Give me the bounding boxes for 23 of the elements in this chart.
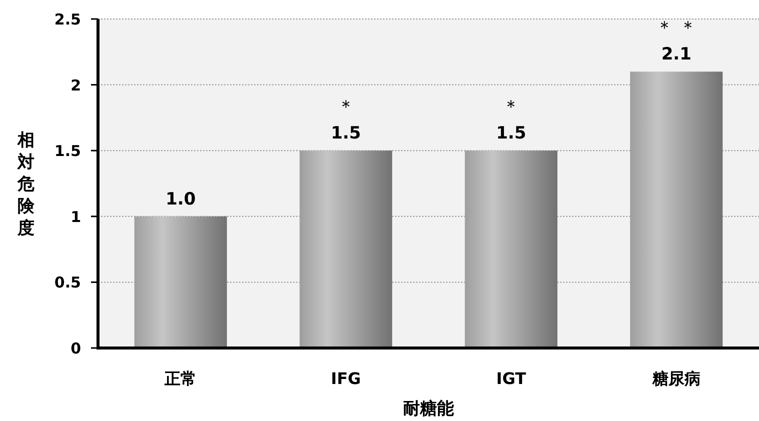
- x-axis-title: 耐糖能: [403, 399, 454, 419]
- annotation: ＊: [502, 96, 520, 118]
- x-tick-label: 正常: [164, 369, 197, 388]
- bar: [134, 216, 227, 348]
- y-axis-title: 相対危険度: [16, 130, 36, 238]
- data-label: 1.0: [166, 189, 196, 210]
- y-tick-label: 2: [70, 76, 81, 94]
- data-label: 2.1: [661, 44, 692, 65]
- y-tick-label: 0.5: [54, 274, 81, 292]
- y-tick-label: 2.5: [54, 10, 81, 28]
- x-tick-label: 糖尿病: [651, 369, 700, 388]
- bar: [300, 150, 392, 348]
- bar: [630, 72, 723, 348]
- data-label: 1.5: [496, 124, 526, 144]
- y-tick-label: 1.5: [54, 142, 81, 160]
- annotation: ＊: [336, 96, 355, 118]
- annotation: ＊ ＊: [656, 18, 698, 39]
- y-tick-label: 1: [70, 208, 81, 226]
- data-label: 1.5: [330, 124, 361, 144]
- x-tick-label: IGT: [496, 369, 526, 388]
- x-tick-label: IFG: [330, 369, 361, 388]
- bar: [464, 150, 558, 348]
- y-tick-label: 0: [70, 340, 81, 358]
